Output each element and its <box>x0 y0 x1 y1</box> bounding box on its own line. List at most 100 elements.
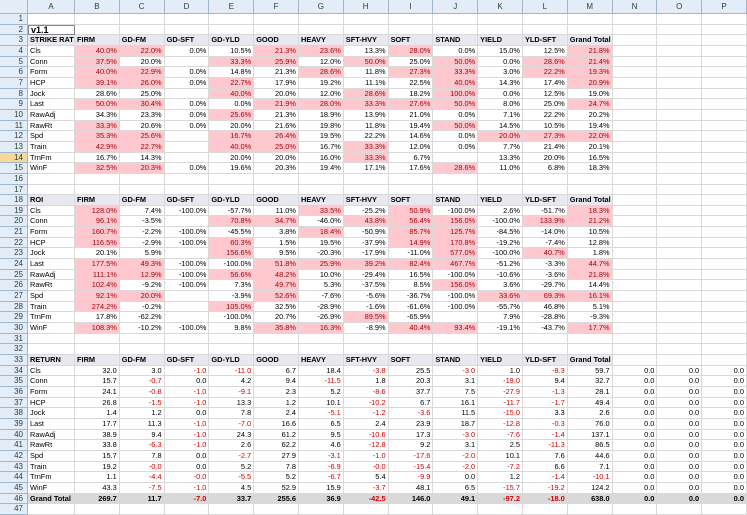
value-cell: -29.4% <box>343 269 389 281</box>
value-cell: 12.5% <box>522 88 568 100</box>
value-cell: -5.6% <box>343 291 389 302</box>
value-cell: 33.3% <box>209 56 255 68</box>
cell <box>657 152 703 164</box>
cell <box>433 184 479 196</box>
value-cell: 20.1% <box>75 248 120 260</box>
value-cell: 6.5 <box>298 418 344 430</box>
value-cell: -11.5 <box>298 376 344 387</box>
value-cell: -19.0 <box>478 376 523 387</box>
column-label: YIELD <box>478 35 523 46</box>
value-cell: 21.0% <box>388 109 434 121</box>
value-cell: -1.5 <box>119 397 165 409</box>
value-cell: 25.9% <box>254 56 299 68</box>
column-label: STAND <box>433 355 479 366</box>
value-cell: 17.3 <box>388 429 434 441</box>
value-cell: 33.5% <box>298 205 344 217</box>
value-cell: 0.0% <box>433 45 479 57</box>
value-cell: 6.5 <box>433 482 479 494</box>
value-cell: 20.0% <box>119 56 165 68</box>
value-cell: 52.6% <box>254 291 299 302</box>
value-cell: 4.2 <box>209 376 255 387</box>
column-label: GD-SFT <box>164 355 210 366</box>
cell <box>657 312 703 324</box>
value-cell: 60.3% <box>209 237 255 249</box>
cell <box>612 141 658 153</box>
value-cell: 7.1 <box>567 461 613 473</box>
value-cell: 52.9 <box>254 482 299 494</box>
value-cell: 76.0 <box>567 418 613 430</box>
cell <box>657 88 703 100</box>
cell <box>612 14 658 25</box>
value-cell: 25.0% <box>388 56 434 68</box>
cell <box>612 45 658 57</box>
cell <box>164 173 210 185</box>
row-label: Form <box>28 227 75 238</box>
section-label: STRIKE RATE <box>28 35 75 46</box>
value-cell: 21.2% <box>567 216 613 228</box>
column-header: P <box>702 0 747 14</box>
value-cell: 0.0 <box>612 450 658 462</box>
value-cell: 0.0 <box>702 418 747 430</box>
value-cell: 7.5 <box>433 386 479 398</box>
value-cell: -1.0 <box>164 365 210 377</box>
value-cell: 1.1 <box>75 472 120 483</box>
cell <box>388 173 434 185</box>
value-cell: 14.3% <box>478 77 523 89</box>
cell <box>567 333 613 345</box>
value-cell: 21.9% <box>254 99 299 110</box>
value-cell: 0.0 <box>657 461 703 473</box>
cell <box>119 24 165 36</box>
cell <box>343 504 389 515</box>
column-header: K <box>478 0 523 14</box>
value-cell: 7.8 <box>119 450 165 462</box>
row-header: 8 <box>0 88 28 100</box>
value-cell: -0.0 <box>119 461 165 473</box>
value-cell: 5.9% <box>119 248 165 260</box>
value-cell: 20.6% <box>119 120 165 132</box>
cell <box>612 77 658 89</box>
cell <box>433 344 479 355</box>
value-cell: 0.0 <box>433 472 479 483</box>
row-header: 43 <box>0 461 28 473</box>
value-cell: -2.7 <box>209 450 255 462</box>
cell <box>209 333 255 345</box>
value-cell: 0.0% <box>433 131 479 142</box>
cell <box>657 323 703 334</box>
value-cell: 6.7 <box>388 397 434 409</box>
cell <box>28 184 75 196</box>
value-cell: 3.6% <box>478 280 523 292</box>
value-cell: 50.0% <box>433 99 479 110</box>
value-cell: 0.0% <box>164 67 210 78</box>
value-cell: 16.1% <box>567 291 613 302</box>
value-cell: 8.0% <box>478 99 523 110</box>
value-cell: -27.9 <box>478 386 523 398</box>
value-cell: 28.1 <box>567 386 613 398</box>
row-label: Spd <box>28 450 75 462</box>
value-cell: 1.5% <box>254 237 299 249</box>
value-cell: 48.1 <box>388 482 434 494</box>
row-header: 17 <box>0 184 28 196</box>
cell <box>612 24 658 36</box>
value-cell: -1.7 <box>522 397 568 409</box>
cell <box>75 333 120 345</box>
value-cell: 56.4% <box>388 216 434 228</box>
value-cell: 20.0% <box>119 291 165 302</box>
value-cell: 50.9% <box>388 205 434 217</box>
value-cell: 27.3% <box>388 67 434 78</box>
value-cell: 18.2% <box>388 88 434 100</box>
value-cell: 20.2% <box>567 109 613 121</box>
cell <box>612 237 658 249</box>
value-cell: -0.2% <box>119 301 165 313</box>
value-cell: 89.5% <box>343 312 389 324</box>
value-cell: 17.1% <box>343 163 389 174</box>
value-cell: 0.0% <box>433 109 479 121</box>
cell <box>612 344 658 355</box>
cell <box>702 355 747 366</box>
value-cell: -1.0 <box>164 429 210 441</box>
value-cell: -20.3% <box>298 248 344 260</box>
value-cell: 6.7 <box>254 365 299 377</box>
row-header: 31 <box>0 333 28 345</box>
cell <box>612 312 658 324</box>
value-cell: -12.8 <box>478 418 523 430</box>
value-cell: 5.2 <box>209 461 255 473</box>
